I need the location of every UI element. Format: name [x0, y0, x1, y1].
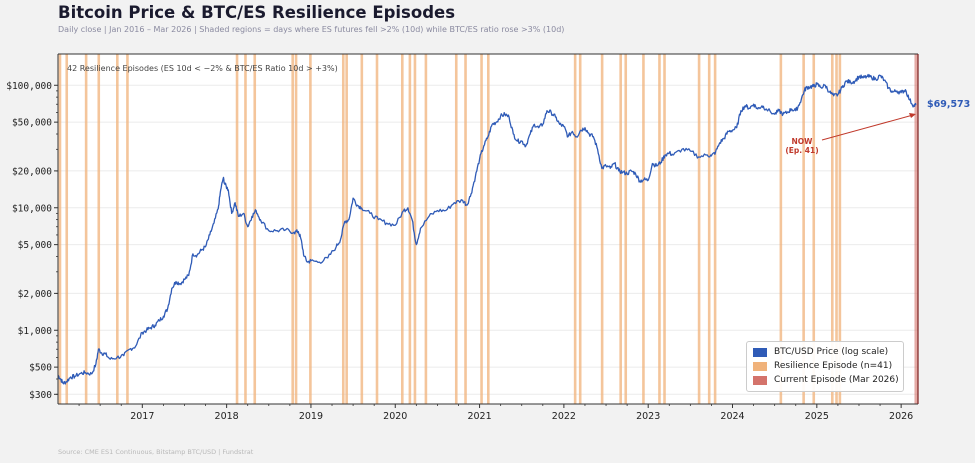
episode-band [408, 54, 412, 404]
y-tick-label: $5,000 [18, 240, 53, 251]
now-label: NOW [792, 137, 814, 146]
episode-band [291, 54, 294, 404]
chart-subtitle: Daily close | Jan 2016 – Mar 2026 | Shad… [58, 25, 565, 34]
episodes-annotation: 42 Resilience Episodes (ES 10d < −2% & B… [67, 64, 338, 73]
episode-band [294, 54, 298, 404]
episode-band [697, 54, 701, 404]
episode-band [802, 54, 805, 404]
episode-band [253, 54, 257, 404]
episode-band [578, 54, 582, 404]
episode-band [401, 54, 404, 404]
episode-band [116, 54, 119, 404]
episode-band [487, 54, 490, 404]
episode-band [341, 54, 345, 404]
last-price-label: $69,573 [927, 99, 970, 110]
episode-band [424, 54, 428, 404]
now-arrow [821, 114, 914, 141]
y-axis: $100,000 $50,000 $20,000 $10,000 $5,000 $2,00… [6, 81, 58, 401]
x-tick-label: 2025 [805, 411, 829, 422]
episode-band [835, 54, 838, 404]
episode-bands [58, 54, 918, 404]
x-tick-label: 2026 [889, 411, 913, 422]
episode-band [831, 54, 834, 404]
price-line [57, 73, 917, 385]
episode-band [84, 54, 88, 404]
legend: BTC/USD Price (log scale) Resilience Epi… [746, 341, 904, 392]
episode-band [375, 54, 379, 404]
episode-band [97, 54, 101, 404]
y-tick-label: $100,000 [6, 81, 52, 92]
y-tick-label: $1,000 [18, 326, 53, 337]
legend-item-price: BTC/USD Price (log scale) [753, 345, 903, 359]
legend-label: Resilience Episode (n=41) [774, 361, 893, 371]
episode-band [454, 54, 458, 404]
legend-label: Current Episode (Mar 2026) [774, 375, 899, 385]
legend-swatch-price [753, 347, 767, 357]
x-tick-label: 2023 [636, 411, 660, 422]
current-episode-band [914, 54, 918, 404]
y-tick-label: $500 [29, 363, 52, 374]
episode-band [838, 54, 842, 404]
legend-item-episode: Resilience Episode (n=41) [753, 359, 903, 373]
legend-swatch-episode [753, 361, 767, 371]
chart-title: Bitcoin Price & BTC/ES Resilience Episod… [58, 3, 456, 22]
episode-band [464, 54, 467, 404]
episode-band [244, 54, 247, 404]
episode-band [663, 54, 666, 404]
episode-band [619, 54, 622, 404]
x-tick-label: 2020 [383, 411, 407, 422]
x-tick-label: 2019 [299, 411, 323, 422]
episode-band [309, 54, 312, 404]
episode-band [600, 54, 604, 404]
episode-band [812, 54, 816, 404]
episode-band [779, 54, 783, 404]
episode-band [58, 54, 62, 404]
y-tick-label: $50,000 [12, 118, 52, 129]
episode-band [642, 54, 645, 404]
episode-band [65, 54, 69, 404]
legend-label: BTC/USD Price (log scale) [774, 347, 889, 357]
legend-swatch-current [753, 375, 767, 385]
y-tick-label: $20,000 [12, 166, 52, 177]
source-note: Source: CME ES1 Continuous, Bitstamp BTC… [58, 448, 254, 456]
episode-band [624, 54, 628, 404]
episode-band [573, 54, 577, 404]
episode-band [126, 54, 129, 404]
episode-band [713, 54, 717, 404]
episode-band [360, 54, 364, 404]
arrowhead-icon [909, 113, 916, 118]
episode-band [235, 54, 239, 404]
x-tick-label: 2021 [467, 411, 491, 422]
episode-band [480, 54, 483, 404]
y-tick-label: $10,000 [12, 203, 52, 214]
episode-band [658, 54, 661, 404]
x-tick-label: 2017 [130, 411, 154, 422]
episode-band [707, 54, 711, 404]
episode-band [345, 54, 348, 404]
x-tick-label: 2024 [720, 411, 744, 422]
x-tick-label: 2022 [552, 411, 576, 422]
x-axis: 2017 2018 2019 2020 2021 2022 2023 2024 2025 2026 [78, 404, 913, 422]
y-tick-label: $300 [29, 390, 52, 401]
y-tick-label: $2,000 [18, 289, 53, 300]
legend-item-current: Current Episode (Mar 2026) [753, 373, 903, 387]
now-episode-label: (Ep. 41) [785, 146, 818, 155]
episode-band [413, 54, 417, 404]
x-tick-label: 2018 [215, 411, 239, 422]
